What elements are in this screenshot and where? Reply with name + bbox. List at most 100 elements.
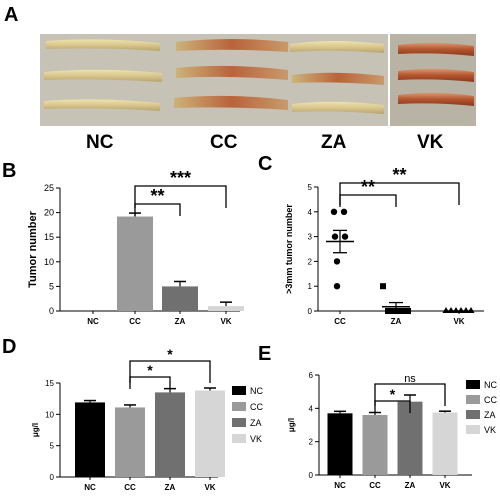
y-tick-label: 6 xyxy=(309,371,314,380)
significance-label: ns xyxy=(404,373,416,385)
colon-sample xyxy=(46,39,160,51)
legend-swatch-vk xyxy=(466,425,480,434)
bar-vk xyxy=(432,412,458,475)
legend-label-za: ZA xyxy=(250,418,262,428)
y-tick-label: 15 xyxy=(45,379,54,388)
x-tick-label: CC xyxy=(369,481,381,490)
panel-letter-c: C xyxy=(258,153,273,175)
significance-bracket xyxy=(374,383,446,406)
legend-swatch-nc xyxy=(466,380,480,389)
photo-label-za: ZA xyxy=(321,132,347,153)
photo-label-nc: NC xyxy=(86,132,114,153)
significance-label: ** xyxy=(361,177,375,197)
significance-bracket xyxy=(134,203,181,216)
y-tick-label: 2 xyxy=(308,257,313,266)
colon-photographs xyxy=(40,34,476,126)
panel-letter-e: E xyxy=(258,343,272,365)
y-tick-label: 0 xyxy=(50,473,55,482)
bar-nc xyxy=(75,402,105,477)
significance-bracket xyxy=(129,360,211,383)
colon-sample xyxy=(398,68,474,82)
y-tick-label: 15 xyxy=(44,232,54,242)
colon-vk-group xyxy=(398,42,474,106)
legend-swatch-za xyxy=(232,418,246,427)
x-tick-label: NC xyxy=(84,483,96,492)
x-tick-label: ZA xyxy=(165,483,176,492)
y-tick-label: 4 xyxy=(309,404,314,413)
colon-nc-group xyxy=(44,39,162,111)
x-tick-label: NC xyxy=(87,317,99,326)
colon-sample xyxy=(44,99,160,111)
legend-swatch-nc xyxy=(232,386,246,395)
significance-bracket xyxy=(374,400,411,413)
legend-label-za: ZA xyxy=(484,410,496,420)
bar-za xyxy=(162,286,198,311)
x-tick-label: CC xyxy=(334,317,346,326)
x-tick-label: VK xyxy=(453,317,464,326)
bar-nc xyxy=(327,413,353,475)
y-axis-label: μg/l xyxy=(287,418,296,432)
legend-swatch-vk xyxy=(232,434,246,443)
data-point-cc xyxy=(331,233,339,240)
y-tick-label: 2 xyxy=(309,438,314,447)
significance-label: *** xyxy=(170,168,191,188)
x-tick-label: ZA xyxy=(391,317,402,326)
y-axis-label: Tumor number xyxy=(27,210,39,288)
legend-swatch-za xyxy=(466,410,480,419)
colon-sample xyxy=(290,41,384,53)
significance-bracket xyxy=(339,182,460,205)
colon-sample xyxy=(44,69,162,82)
x-tick-label: ZA xyxy=(405,481,416,490)
significance-label: * xyxy=(167,346,173,362)
bar-cc xyxy=(117,216,153,311)
x-tick-label: VK xyxy=(204,483,215,492)
data-point-za xyxy=(405,308,411,314)
legend-label-cc: CC xyxy=(484,395,497,405)
y-tick-label: 5 xyxy=(50,442,55,451)
bar-za xyxy=(397,401,423,475)
y-tick-label: 0 xyxy=(309,471,314,480)
data-point-za xyxy=(380,283,386,290)
panel-letter-a: A xyxy=(4,4,19,26)
bar-vk xyxy=(208,306,244,311)
photo-label-vk: VK xyxy=(417,132,444,153)
y-axis-label: μg/l xyxy=(31,423,40,437)
legend-label-vk: VK xyxy=(484,425,496,435)
data-point-cc xyxy=(333,258,341,265)
colon-sample xyxy=(292,72,384,85)
x-tick-label: CC xyxy=(124,483,136,492)
significance-label: ** xyxy=(392,165,406,185)
y-tick-label: 5 xyxy=(49,281,54,291)
x-tick-label: ZA xyxy=(175,317,186,326)
data-point-cc xyxy=(341,233,349,240)
photo-label-cc: CC xyxy=(210,132,238,153)
legend-swatch-cc xyxy=(232,402,246,411)
significance-label: ** xyxy=(150,186,164,206)
colon-cc-group xyxy=(174,39,288,110)
bar-vk xyxy=(195,390,225,477)
legend-swatch-cc xyxy=(466,395,480,404)
bar-cc xyxy=(115,407,145,477)
data-point-cc xyxy=(330,208,338,215)
colon-sample xyxy=(176,39,288,52)
data-point-cc xyxy=(340,208,348,215)
x-tick-label: VK xyxy=(439,481,450,490)
colon-sample xyxy=(398,92,474,106)
y-tick-label: 10 xyxy=(45,410,54,419)
y-axis-label: >3mm tumor number xyxy=(284,204,294,294)
y-tick-label: 4 xyxy=(308,208,313,217)
significance-label: * xyxy=(147,362,153,378)
y-tick-label: 10 xyxy=(44,257,54,267)
data-point-cc xyxy=(333,283,341,290)
legend-label-nc: NC xyxy=(484,380,497,390)
colon-za-group xyxy=(290,41,384,114)
x-tick-label: CC xyxy=(129,317,141,326)
x-tick-label: VK xyxy=(220,317,231,326)
y-tick-label: 20 xyxy=(44,208,54,218)
data-point-za xyxy=(385,308,391,314)
panel-letter-b: B xyxy=(2,160,17,182)
colon-sample xyxy=(292,101,384,114)
